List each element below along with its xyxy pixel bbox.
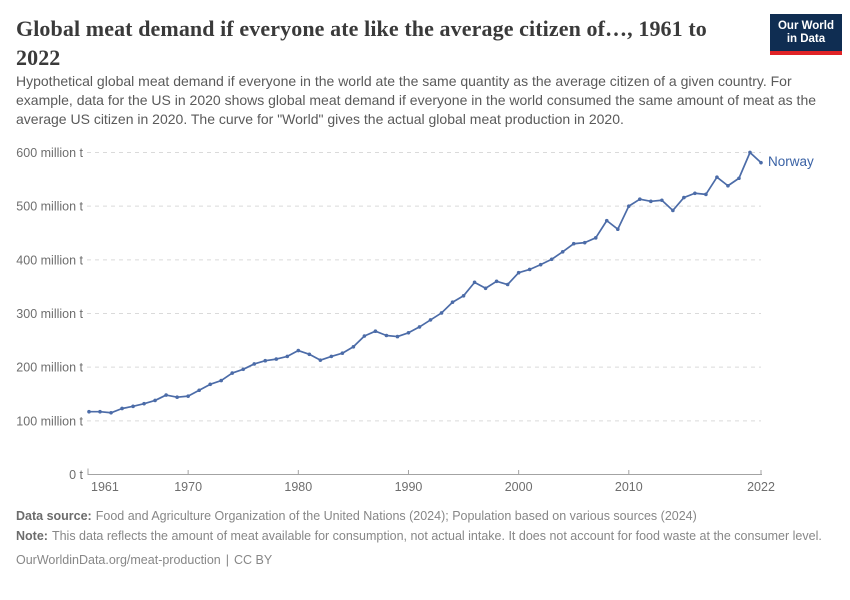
data-point[interactable] xyxy=(439,311,444,315)
note-row: Note: This data reflects the amount of me… xyxy=(16,528,836,546)
data-point[interactable] xyxy=(660,198,664,203)
x-tick-label: 1980 xyxy=(284,480,312,494)
data-point[interactable] xyxy=(230,371,235,375)
chart-footer: Data source: Food and Agriculture Organiz… xyxy=(16,508,836,572)
license-badge[interactable]: CC BY xyxy=(233,553,273,567)
data-point[interactable] xyxy=(252,362,257,366)
y-tick-label: 500 million t xyxy=(16,200,83,214)
y-tick-label: 400 million t xyxy=(16,253,83,267)
data-point[interactable] xyxy=(549,257,554,262)
citation-row: OurWorldinData.org/meat-production | CC BY xyxy=(16,552,836,570)
y-tick-label: 100 million t xyxy=(16,414,83,428)
chart-plot-area[interactable]: 0 t 100 million t 200 million t 300 million… xyxy=(0,130,850,502)
data-point[interactable] xyxy=(494,279,499,284)
data-point[interactable] xyxy=(538,262,543,267)
x-tick-label: 2022 xyxy=(747,480,775,494)
data-point[interactable] xyxy=(593,236,598,240)
data-point[interactable] xyxy=(571,241,576,246)
data-point[interactable] xyxy=(197,388,201,393)
data-point[interactable] xyxy=(582,240,587,245)
data-source-label: Data source: xyxy=(16,509,92,523)
data-point[interactable] xyxy=(604,218,609,223)
x-tick-label: 1970 xyxy=(174,480,202,494)
data-point[interactable] xyxy=(131,404,135,409)
data-point[interactable] xyxy=(263,358,268,363)
data-point[interactable] xyxy=(208,382,212,387)
data-point[interactable] xyxy=(318,358,323,362)
data-source-text: Food and Agriculture Organization of the… xyxy=(95,509,697,523)
data-point[interactable] xyxy=(142,401,146,406)
data-point[interactable] xyxy=(219,378,223,383)
x-tick-label: 2000 xyxy=(505,480,533,494)
y-tick-label: 300 million t xyxy=(16,307,83,321)
data-point[interactable] xyxy=(759,160,763,165)
note-label: Note: xyxy=(16,528,48,543)
data-point[interactable] xyxy=(737,176,741,181)
y-tick-label: 200 million t xyxy=(16,361,83,375)
chart-svg[interactable]: 0 t 100 million t 200 million t 300 million… xyxy=(0,130,850,502)
data-point[interactable] xyxy=(461,293,466,298)
data-point[interactable] xyxy=(748,150,752,155)
data-point[interactable] xyxy=(329,354,334,359)
data-point[interactable] xyxy=(483,286,488,291)
data-point[interactable] xyxy=(175,395,179,400)
data-point[interactable] xyxy=(527,267,532,272)
data-point[interactable] xyxy=(120,406,124,411)
x-tick-label: 2010 xyxy=(615,480,643,494)
y-tick-label: 600 million t xyxy=(16,146,83,160)
y-tick-label: 0 t xyxy=(69,468,83,482)
data-point[interactable] xyxy=(307,352,312,357)
data-point[interactable] xyxy=(395,334,400,339)
data-point[interactable] xyxy=(274,357,279,361)
data-point[interactable] xyxy=(516,270,521,275)
data-point[interactable] xyxy=(638,197,642,201)
data-point[interactable] xyxy=(241,367,246,372)
data-point[interactable] xyxy=(373,329,378,334)
note-text: This data reflects the amount of meat av… xyxy=(51,528,822,543)
data-point[interactable] xyxy=(351,344,356,349)
data-point[interactable] xyxy=(406,331,411,335)
data-point[interactable] xyxy=(560,249,565,254)
data-point[interactable] xyxy=(87,409,91,414)
data-point[interactable] xyxy=(164,393,168,397)
data-point[interactable] xyxy=(472,280,477,285)
citation-divider: | xyxy=(225,553,229,567)
data-point[interactable] xyxy=(726,183,730,188)
owid-logo[interactable]: Our World in Data xyxy=(769,14,842,55)
data-point[interactable] xyxy=(505,282,510,287)
data-point[interactable] xyxy=(98,409,102,414)
data-point[interactable] xyxy=(704,192,708,197)
data-point[interactable] xyxy=(615,227,620,232)
data-point[interactable] xyxy=(285,354,290,359)
owid-logo-line1: Our World xyxy=(777,20,834,32)
data-point[interactable] xyxy=(682,195,686,200)
data-point[interactable] xyxy=(153,398,157,403)
data-point[interactable] xyxy=(693,191,697,196)
series-end-label-norway[interactable]: Norway xyxy=(768,153,814,169)
data-point[interactable] xyxy=(362,334,367,338)
data-point[interactable] xyxy=(671,208,675,213)
data-point[interactable] xyxy=(109,410,113,415)
data-point[interactable] xyxy=(649,199,653,204)
data-point[interactable] xyxy=(428,318,433,322)
chart-title: Global meat demand if everyone ate like … xyxy=(16,16,707,70)
citation-url[interactable]: OurWorldinData.org/meat-production xyxy=(16,553,221,567)
chart-subtitle: Hypothetical global meat demand if every… xyxy=(16,73,817,127)
owid-logo-line2: in Data xyxy=(786,33,826,45)
data-point[interactable] xyxy=(296,348,301,353)
x-tick-label: 1990 xyxy=(395,480,423,494)
data-point[interactable] xyxy=(417,325,422,329)
data-point[interactable] xyxy=(627,204,631,208)
data-line-norway[interactable] xyxy=(88,151,762,414)
data-point[interactable] xyxy=(384,333,389,338)
data-point[interactable] xyxy=(186,394,190,398)
x-tick-label: 1961 xyxy=(91,480,119,494)
data-point[interactable] xyxy=(715,175,719,179)
data-source-row: Data source: Food and Agriculture Organiz… xyxy=(16,508,836,526)
data-point[interactable] xyxy=(340,351,345,356)
data-point[interactable] xyxy=(450,300,455,305)
